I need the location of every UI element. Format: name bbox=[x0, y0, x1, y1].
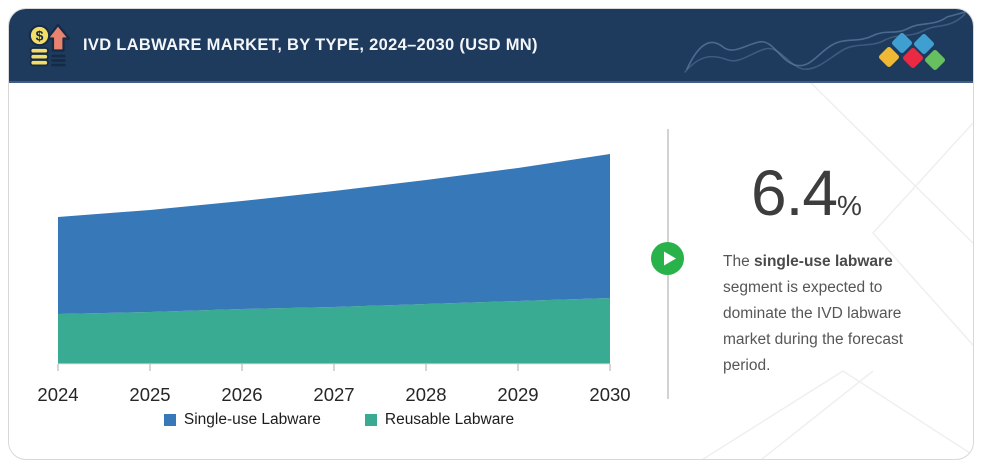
arrow-base-lines bbox=[51, 54, 66, 67]
wave-lines-icon bbox=[684, 10, 970, 73]
stacked-area-chart: 2024 2025 2026 2027 2028 2029 2030 bbox=[37, 154, 631, 405]
legend-item-reusable-labware: Reusable Labware bbox=[364, 411, 515, 429]
play-icon-button[interactable] bbox=[651, 242, 684, 275]
infographic-card: $ IVD LABWARE MARKET, BY TYPE, 2024–2030… bbox=[8, 8, 974, 460]
cagr-value: 6.4 bbox=[751, 157, 838, 229]
x-axis-label-2026: 2026 bbox=[221, 384, 262, 405]
x-axis-label-2028: 2028 bbox=[405, 384, 446, 405]
legend-label: Reusable Labware bbox=[384, 411, 515, 428]
x-axis-label-2024: 2024 bbox=[37, 384, 78, 405]
legend-swatch-icon bbox=[364, 414, 377, 426]
header-decoration bbox=[684, 10, 970, 73]
insight-paragraph: The single-use labware segment is expect… bbox=[723, 249, 921, 379]
logo-diamond bbox=[903, 48, 923, 68]
play-icon bbox=[664, 251, 676, 266]
cagr-stat: 6.4% bbox=[751, 161, 862, 225]
diamond-logo-icon bbox=[879, 33, 945, 70]
logo-diamond bbox=[914, 34, 934, 54]
area-reusable-labware bbox=[58, 298, 610, 364]
x-axis-label-2027: 2027 bbox=[313, 384, 354, 405]
header-bar: $ IVD LABWARE MARKET, BY TYPE, 2024–2030… bbox=[9, 9, 973, 83]
insight-text-prefix: The bbox=[723, 253, 755, 270]
svg-text:$: $ bbox=[36, 28, 44, 44]
area-single-use-labware bbox=[58, 154, 610, 314]
x-axis-label-2030: 2030 bbox=[589, 384, 630, 405]
chart-legend: Single-use Labware Reusable Labware bbox=[9, 411, 669, 429]
legend-label: Single-use Labware bbox=[183, 411, 321, 428]
logo-diamond bbox=[879, 47, 899, 67]
page-title: IVD LABWARE MARKET, BY TYPE, 2024–2030 (… bbox=[83, 35, 538, 54]
cagr-unit: % bbox=[836, 190, 862, 221]
coin-stack-icon: $ bbox=[28, 24, 51, 67]
x-axis-label-2029: 2029 bbox=[497, 384, 538, 405]
insight-text-suffix: segment is expected to dominate the IVD … bbox=[723, 279, 904, 374]
coins-growth-icon: $ bbox=[28, 23, 71, 67]
legend-item-single-use-labware: Single-use Labware bbox=[163, 411, 321, 429]
logo-diamond bbox=[925, 50, 945, 70]
logo-diamond bbox=[892, 33, 912, 53]
insight-text-bold: single-use labware bbox=[754, 253, 893, 270]
x-axis-label-2025: 2025 bbox=[129, 384, 170, 405]
up-arrow-icon bbox=[46, 23, 71, 52]
legend-swatch-icon bbox=[163, 414, 176, 426]
